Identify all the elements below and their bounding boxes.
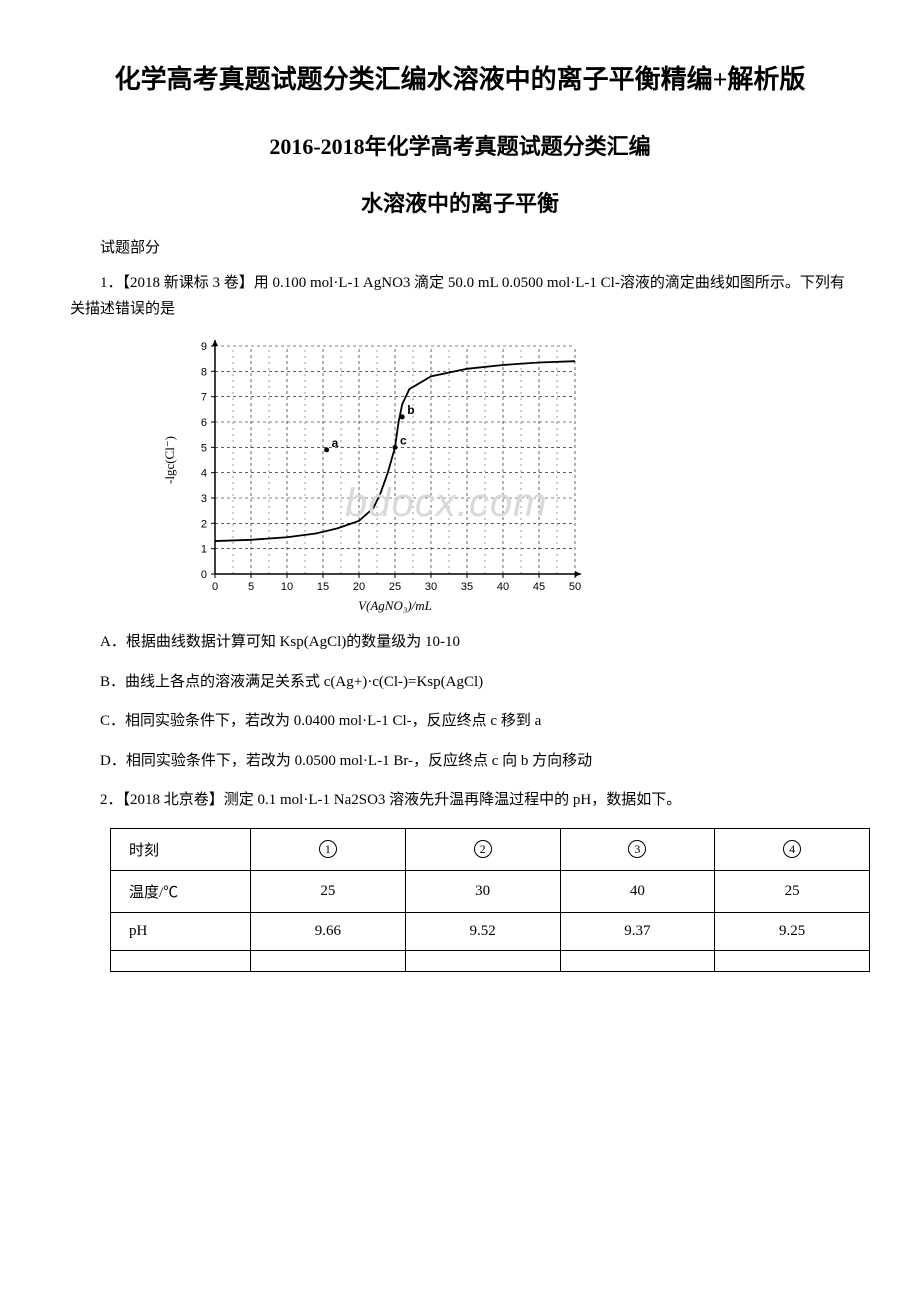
svg-text:2: 2 <box>201 518 207 530</box>
q1-text: 1．【2018 新课标 3 卷】用 0.100 mol·L-1 AgNO3 滴定… <box>70 271 850 322</box>
q1-option-a: A．根据曲线数据计算可知 Ksp(AgCl)的数量级为 10-10 <box>70 630 850 656</box>
svg-text:5: 5 <box>201 442 207 454</box>
table-cell: 9.52 <box>405 912 560 950</box>
table-cell <box>560 950 715 971</box>
table-cell <box>715 950 870 971</box>
svg-text:6: 6 <box>201 417 207 429</box>
table-cell <box>111 950 251 971</box>
table-cell: 30 <box>405 870 560 912</box>
section-label: 试题部分 <box>70 236 850 257</box>
svg-text:V(AgNO₃)/mL: V(AgNO₃)/mL <box>358 598 432 613</box>
svg-text:5: 5 <box>248 581 254 593</box>
table-cell <box>251 950 406 971</box>
svg-text:45: 45 <box>533 581 545 593</box>
svg-text:1: 1 <box>201 544 207 556</box>
q1-option-d: D．相同实验条件下，若改为 0.0500 mol·L-1 Br-，反应终点 c … <box>70 749 850 775</box>
svg-text:-lgc(Cl⁻): -lgc(Cl⁻) <box>162 436 177 484</box>
svg-text:0: 0 <box>201 569 207 581</box>
svg-text:4: 4 <box>201 468 207 480</box>
q2-text: 2．【2018 北京卷】测定 0.1 mol·L-1 Na2SO3 溶液先升温再… <box>70 788 850 814</box>
table-cell: 3 <box>560 828 715 870</box>
table-cell: pH <box>111 912 251 950</box>
title-sub1: 2016-2018年化学高考真题试题分类汇编 <box>70 129 850 161</box>
svg-text:0: 0 <box>212 581 218 593</box>
svg-text:15: 15 <box>317 581 329 593</box>
svg-text:50: 50 <box>569 581 581 593</box>
table-cell: 温度/℃ <box>111 870 251 912</box>
table-cell: 1 <box>251 828 406 870</box>
svg-text:8: 8 <box>201 366 207 378</box>
table-cell: 2 <box>405 828 560 870</box>
svg-text:35: 35 <box>461 581 473 593</box>
svg-text:30: 30 <box>425 581 437 593</box>
svg-text:10: 10 <box>281 581 293 593</box>
q1-option-b: B．曲线上各点的溶液满足关系式 c(Ag+)·c(Cl-)=Ksp(AgCl) <box>70 670 850 696</box>
table-row <box>111 950 870 971</box>
table-cell: 时刻 <box>111 828 251 870</box>
svg-text:7: 7 <box>201 392 207 404</box>
table-cell: 25 <box>251 870 406 912</box>
svg-text:c: c <box>400 433 407 447</box>
svg-text:40: 40 <box>497 581 509 593</box>
title-sub2: 水溶液中的离子平衡 <box>70 186 850 218</box>
table-cell <box>405 950 560 971</box>
table-row-header: 时刻 1 2 3 4 <box>111 828 870 870</box>
table-cell: 40 <box>560 870 715 912</box>
table-cell: 25 <box>715 870 870 912</box>
title-main: 化学高考真题试题分类汇编水溶液中的离子平衡精编+解析版 <box>70 60 850 99</box>
table-cell: 4 <box>715 828 870 870</box>
table-cell: 9.66 <box>251 912 406 950</box>
svg-text:25: 25 <box>389 581 401 593</box>
table-cell: 9.25 <box>715 912 870 950</box>
table-row: pH 9.66 9.52 9.37 9.25 <box>111 912 870 950</box>
svg-text:a: a <box>332 436 339 450</box>
svg-text:b: b <box>407 403 414 417</box>
q1-option-c: C．相同实验条件下，若改为 0.0400 mol·L-1 Cl-，反应终点 c … <box>70 709 850 735</box>
svg-text:9: 9 <box>201 341 207 353</box>
q2-table: 时刻 1 2 3 4 温度/℃ 25 30 40 25 pH 9.66 9.52… <box>110 828 870 972</box>
svg-text:20: 20 <box>353 581 365 593</box>
table-row: 温度/℃ 25 30 40 25 <box>111 870 870 912</box>
svg-text:3: 3 <box>201 493 207 505</box>
table-cell: 9.37 <box>560 912 715 950</box>
titration-chart: 051015202530354045500123456789abcV(AgNO₃… <box>160 336 590 616</box>
